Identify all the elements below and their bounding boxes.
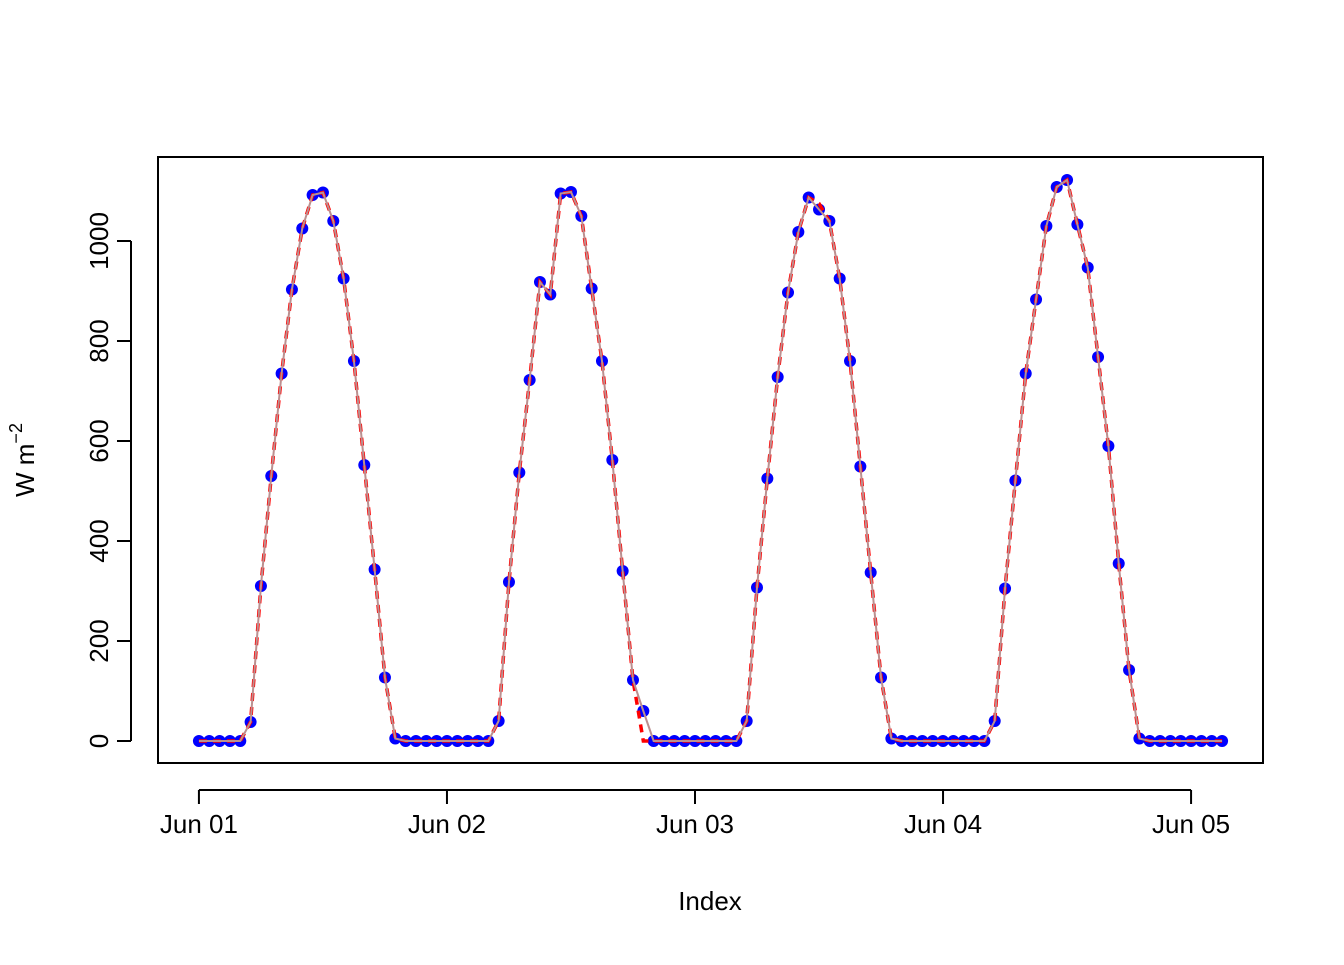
y-tick-label: 200: [84, 619, 114, 662]
y-tick-label: 400: [84, 519, 114, 562]
y-axis-title-main: W m: [10, 444, 40, 497]
x-axis-title: Index: [678, 886, 742, 916]
x-tick-label: Jun 05: [1152, 809, 1230, 839]
series-line: [198, 178, 1223, 742]
y-axis-title: W m−2: [6, 423, 40, 497]
x-tick-label: Jun 01: [160, 809, 238, 839]
y-tick-label: 1000: [84, 212, 114, 270]
y-axis-title-sup: −2: [6, 423, 26, 444]
y-tick-label: 0: [84, 734, 114, 748]
y-tick-label: 800: [84, 319, 114, 362]
x-tick-label: Jun 03: [656, 809, 734, 839]
x-tick-label: Jun 04: [904, 809, 982, 839]
x-tick-label: Jun 02: [408, 809, 486, 839]
plot-frame: [157, 156, 1264, 764]
y-tick-label: 600: [84, 419, 114, 462]
series-line: [198, 177, 1223, 743]
